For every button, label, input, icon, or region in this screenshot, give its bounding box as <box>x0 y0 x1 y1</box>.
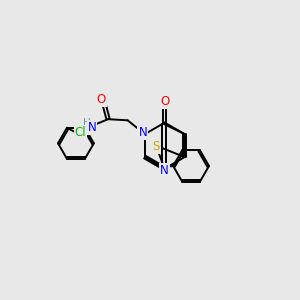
Text: Cl: Cl <box>75 126 86 139</box>
Text: O: O <box>97 93 106 106</box>
Text: H: H <box>83 118 91 128</box>
Text: O: O <box>160 95 169 108</box>
Text: N: N <box>160 164 169 176</box>
Text: N: N <box>88 121 97 134</box>
Text: N: N <box>138 126 147 139</box>
Text: S: S <box>153 140 160 153</box>
